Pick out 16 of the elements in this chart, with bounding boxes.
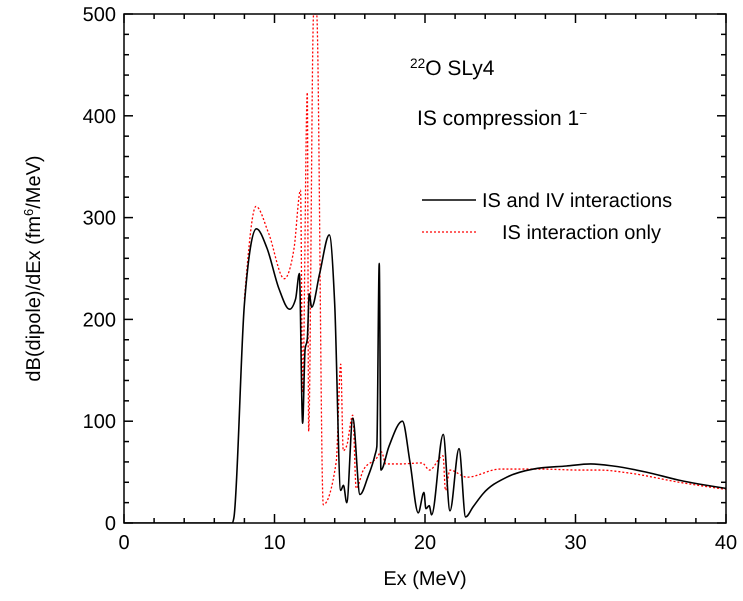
x-tick-label: 20 — [414, 532, 436, 554]
x-axis-title: Ex (MeV) — [383, 568, 467, 590]
annotation: IS compression 1$^{−}$ — [417, 106, 588, 130]
x-tick-label: 30 — [564, 532, 587, 554]
x-tick-label: 0 — [118, 532, 130, 554]
y-tick-label: 0 — [104, 513, 116, 535]
legend-label: IS and IV interactions — [482, 190, 672, 212]
annotation: $^{22}$O SLy4 — [410, 56, 495, 80]
y-tick-label: 400 — [82, 106, 116, 128]
y-tick-label: 100 — [82, 411, 116, 434]
legend-label: IS interaction only — [502, 222, 661, 244]
x-tick-label: 40 — [714, 532, 738, 554]
y-tick-label: 500 — [82, 4, 116, 26]
y-tick-label: 200 — [82, 309, 116, 332]
x-tick-label: 10 — [263, 532, 286, 554]
y-tick-label: 300 — [82, 208, 116, 230]
